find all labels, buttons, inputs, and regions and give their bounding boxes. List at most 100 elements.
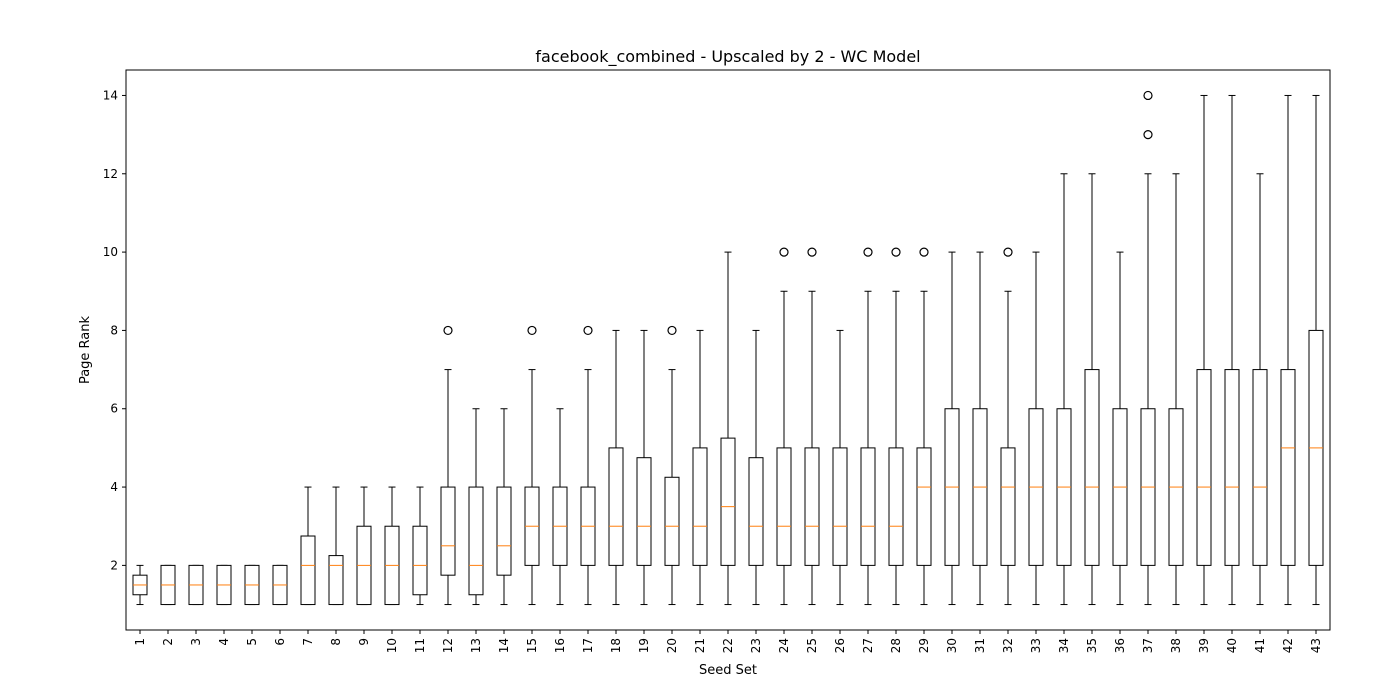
outlier-point xyxy=(779,247,789,257)
box-7 xyxy=(300,486,316,606)
box-24 xyxy=(776,247,792,606)
box-6 xyxy=(272,564,288,606)
x-tick-label: 6 xyxy=(273,638,287,646)
box-body xyxy=(300,535,316,606)
box-21 xyxy=(692,329,708,606)
box-body xyxy=(748,457,764,566)
box-1 xyxy=(132,564,148,606)
x-tick-label: 14 xyxy=(497,638,511,653)
x-tick-label: 27 xyxy=(861,638,875,653)
box-body xyxy=(636,457,652,566)
box-32 xyxy=(1000,247,1016,606)
box-16 xyxy=(552,408,568,606)
box-body xyxy=(664,476,680,566)
box-13 xyxy=(468,408,484,606)
box-22 xyxy=(720,251,736,606)
outlier-point xyxy=(527,325,537,336)
x-tick-label: 11 xyxy=(413,638,427,653)
box-12 xyxy=(440,325,456,606)
x-tick-label: 16 xyxy=(553,638,567,653)
x-tick-label: 36 xyxy=(1113,638,1127,653)
box-body xyxy=(832,447,848,566)
outlier-point xyxy=(891,247,901,257)
box-37 xyxy=(1140,90,1156,606)
box-36 xyxy=(1112,251,1128,606)
outlier-point xyxy=(1003,247,1013,257)
box-body xyxy=(468,486,484,596)
box-9 xyxy=(356,486,372,606)
x-tick-label: 43 xyxy=(1309,638,1323,653)
x-tick-label: 12 xyxy=(441,638,455,653)
box-26 xyxy=(832,329,848,606)
x-tick-label: 13 xyxy=(469,638,483,653)
box-34 xyxy=(1056,173,1072,606)
x-tick-label: 15 xyxy=(525,638,539,653)
x-tick-label: 26 xyxy=(833,638,847,653)
x-tick-label: 39 xyxy=(1197,638,1211,653)
outlier-point xyxy=(1143,90,1153,101)
box-body xyxy=(1084,369,1100,566)
box-body xyxy=(328,555,344,606)
x-tick-label: 1 xyxy=(133,638,147,646)
x-tick-label: 33 xyxy=(1029,638,1043,653)
x-tick-label: 32 xyxy=(1001,638,1015,653)
box-42 xyxy=(1280,94,1296,606)
box-28 xyxy=(888,247,904,606)
box-35 xyxy=(1084,173,1100,606)
x-tick-label: 30 xyxy=(945,638,959,653)
box-33 xyxy=(1028,251,1044,606)
outlier-point xyxy=(919,247,929,257)
x-axis: 1 2 3 4 5 6 7 8 9 10 11 12 13 14 15 16 17 18 19 20 21 22 23 24 2… xyxy=(133,630,1323,653)
x-tick-label: 4 xyxy=(217,638,231,646)
x-tick-label: 8 xyxy=(329,638,343,646)
x-axis-title: Seed Set xyxy=(699,663,757,678)
y-tick-label: 12 xyxy=(103,167,118,181)
x-tick-label: 19 xyxy=(637,638,651,653)
chart-title: facebook_combined - Upscaled by 2 - WC M… xyxy=(535,47,920,67)
y-tick-label: 8 xyxy=(110,323,118,337)
x-tick-label: 18 xyxy=(609,638,623,653)
y-tick-label: 6 xyxy=(110,402,118,416)
x-tick-label: 38 xyxy=(1169,638,1183,653)
box-body xyxy=(1000,447,1016,566)
outlier-point xyxy=(583,325,593,336)
box-29 xyxy=(916,247,932,606)
box-18 xyxy=(608,329,624,606)
x-tick-label: 9 xyxy=(357,638,371,646)
x-tick-label: 22 xyxy=(721,638,735,653)
box-body xyxy=(804,447,820,566)
box-body xyxy=(412,525,428,596)
x-tick-label: 5 xyxy=(245,638,259,646)
box-27 xyxy=(860,247,876,606)
box-10 xyxy=(384,486,400,606)
box-body xyxy=(860,447,876,566)
box-body xyxy=(440,486,456,576)
box-8 xyxy=(328,486,344,606)
x-tick-label: 35 xyxy=(1085,638,1099,653)
x-tick-label: 2 xyxy=(161,638,175,646)
x-tick-label: 3 xyxy=(189,638,203,646)
x-tick-label: 10 xyxy=(385,638,399,653)
x-tick-label: 41 xyxy=(1253,638,1267,653)
box-4 xyxy=(216,564,232,606)
x-tick-label: 25 xyxy=(805,638,819,653)
box-body xyxy=(776,447,792,566)
box-30 xyxy=(944,251,960,606)
box-19 xyxy=(636,329,652,606)
x-tick-label: 40 xyxy=(1225,638,1239,653)
box-43 xyxy=(1308,94,1324,606)
box-body xyxy=(1196,369,1212,566)
x-tick-label: 24 xyxy=(777,638,791,653)
x-tick-label: 7 xyxy=(301,638,315,646)
x-tick-label: 20 xyxy=(665,638,679,653)
x-tick-label: 37 xyxy=(1141,638,1155,653)
box-5 xyxy=(244,564,260,606)
box-body xyxy=(916,447,932,566)
box-body xyxy=(888,447,904,566)
box-41 xyxy=(1252,173,1268,606)
x-tick-label: 23 xyxy=(749,638,763,653)
outlier-point xyxy=(863,247,873,257)
box-38 xyxy=(1168,173,1184,606)
outlier-point xyxy=(807,247,817,257)
box-3 xyxy=(188,564,204,606)
